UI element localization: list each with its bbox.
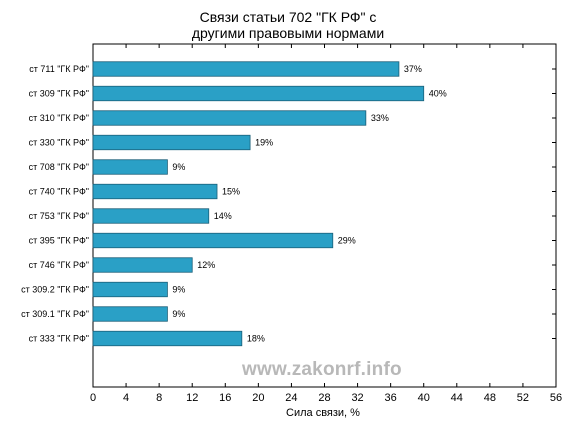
- category-label: ст 746 "ГК РФ": [29, 260, 89, 270]
- chart-title: Связи статьи 702 "ГК РФ" с другими право…: [0, 9, 576, 41]
- x-tick-label: 16: [219, 392, 231, 404]
- bar: [92, 159, 168, 175]
- x-tick-label: 4: [123, 392, 129, 404]
- value-label: 33%: [371, 113, 389, 123]
- x-tick-label: 36: [385, 392, 397, 404]
- category-label: ст 708 "ГК РФ": [29, 162, 89, 172]
- value-label: 12%: [197, 260, 215, 270]
- watermark: www.zakonrf.info: [242, 359, 402, 380]
- category-label: ст 753 "ГК РФ": [29, 211, 89, 221]
- value-label: 14%: [214, 211, 232, 221]
- x-tick-label: 28: [318, 392, 330, 404]
- category-label: ст 333 "ГК РФ": [29, 334, 89, 344]
- x-tick-label: 8: [156, 392, 162, 404]
- bar: [92, 257, 193, 273]
- x-tick-label: 52: [517, 392, 529, 404]
- x-tick-label: 48: [484, 392, 496, 404]
- category-label: ст 309.2 "ГК РФ": [21, 285, 89, 295]
- x-tick-label: 12: [186, 392, 198, 404]
- value-label: 40%: [429, 89, 447, 99]
- bar: [92, 330, 243, 347]
- bar: [92, 61, 400, 77]
- value-label: 19%: [255, 138, 273, 148]
- category-label: ст 309 "ГК РФ": [29, 89, 89, 99]
- value-label: 9%: [172, 162, 185, 172]
- x-tick-label: 0: [90, 392, 96, 404]
- value-label: 9%: [172, 309, 185, 319]
- bar: [92, 110, 367, 126]
- value-label: 18%: [247, 334, 265, 344]
- bar: [92, 306, 168, 322]
- x-tick-label: 44: [451, 392, 463, 404]
- x-tick-label: 32: [351, 392, 363, 404]
- x-tick-label: 24: [285, 392, 297, 404]
- category-label: ст 310 "ГК РФ": [29, 113, 89, 123]
- chart-title-line-1: Связи статьи 702 "ГК РФ" с: [199, 9, 377, 25]
- bar: [92, 281, 168, 298]
- category-label: ст 395 "ГК РФ": [29, 236, 89, 246]
- chart-title-line-2: другими правовыми нормами: [191, 25, 385, 41]
- bar: [92, 232, 334, 249]
- category-label: ст 309.1 "ГК РФ": [21, 309, 89, 319]
- x-tick-label: 40: [418, 392, 430, 404]
- category-label: ст 740 "ГК РФ": [29, 187, 89, 197]
- bar: [92, 208, 210, 224]
- bar: [92, 85, 425, 102]
- x-tick-label: 20: [252, 392, 264, 404]
- value-label: 9%: [172, 285, 185, 295]
- x-tick-label: 56: [550, 392, 562, 404]
- value-label: 29%: [338, 236, 356, 246]
- value-label: 15%: [222, 187, 240, 197]
- bar: [92, 134, 251, 151]
- category-label: ст 330 "ГК РФ": [29, 138, 89, 148]
- category-label: ст 711 "ГК РФ": [29, 64, 89, 74]
- bar: [92, 183, 218, 200]
- value-label: 37%: [404, 64, 422, 74]
- x-axis-label: Сила связи, %: [286, 407, 360, 419]
